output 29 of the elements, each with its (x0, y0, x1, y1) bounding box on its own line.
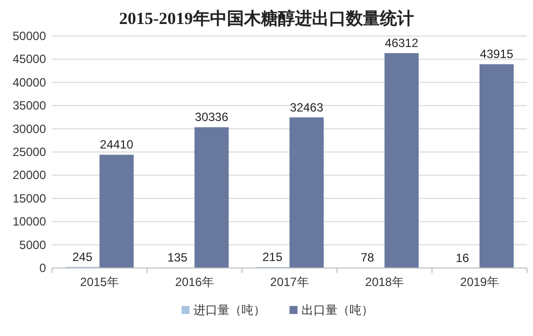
legend-label: 进口量（吨） (194, 303, 266, 317)
data-label: 245 (72, 250, 93, 264)
x-tick-label: 2019年 (460, 275, 499, 289)
y-tick-label: 20000 (12, 168, 46, 182)
x-tick-label: 2016年 (175, 275, 214, 289)
y-tick-label: 50000 (12, 29, 46, 43)
chart-title: 2015-2019年中国木糖醇进出口数量统计 (119, 9, 414, 28)
y-tick-label: 5000 (19, 238, 46, 252)
data-label: 46312 (384, 36, 419, 50)
y-tick-label: 15000 (12, 191, 46, 206)
y-tick-label: 10000 (12, 214, 46, 229)
data-label: 32463 (290, 100, 324, 114)
y-tick-label: 25000 (12, 145, 46, 159)
data-label: 43915 (480, 47, 514, 62)
data-label: 135 (167, 250, 188, 264)
data-label: 78 (360, 250, 374, 265)
y-tick-label: 30000 (12, 122, 46, 136)
data-label: 16 (456, 250, 470, 265)
x-tick-label: 2017年 (270, 275, 309, 289)
legend-label: 出口量（吨） (302, 303, 374, 317)
x-tick-label: 2015年 (80, 275, 119, 289)
y-tick-label: 0 (39, 261, 46, 275)
data-label: 30336 (194, 110, 229, 124)
y-tick-label: 45000 (12, 52, 46, 66)
x-tick-label: 2018年 (365, 275, 404, 289)
y-tick-label: 35000 (12, 98, 46, 113)
data-label: 24410 (100, 138, 134, 152)
data-label: 215 (262, 250, 283, 264)
y-tick-label: 40000 (12, 75, 46, 90)
